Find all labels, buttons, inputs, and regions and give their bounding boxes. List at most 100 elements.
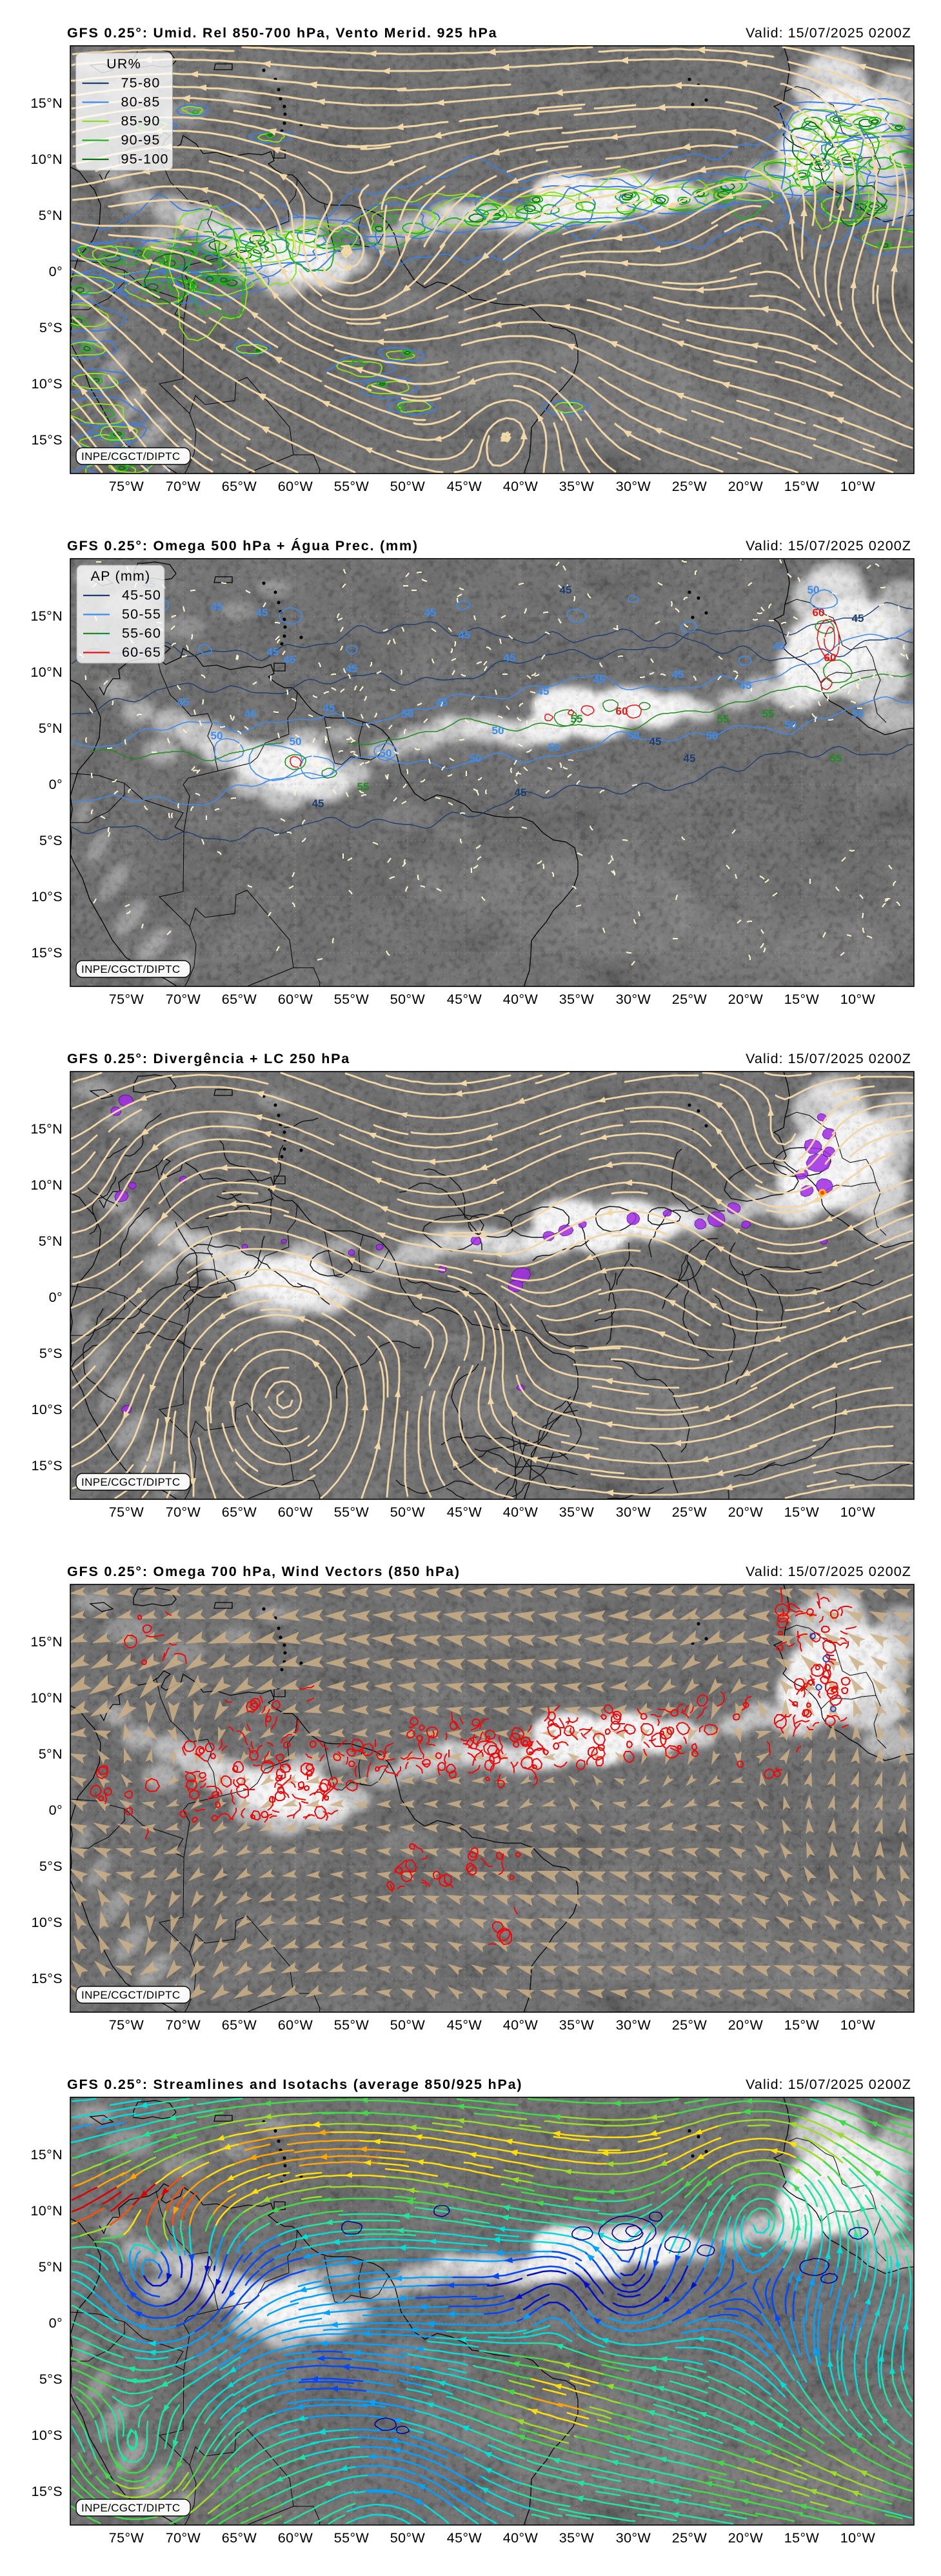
svg-text:60-65: 60-65	[122, 644, 161, 660]
svg-text:0°: 0°	[49, 1290, 63, 1305]
svg-text:40°W: 40°W	[503, 2530, 539, 2546]
svg-text:25°W: 25°W	[672, 2530, 708, 2546]
svg-text:Valid: 15/07/2025 0200Z: Valid: 15/07/2025 0200Z	[746, 1564, 911, 1579]
svg-text:45: 45	[424, 606, 437, 619]
svg-text:15°W: 15°W	[784, 479, 820, 494]
svg-text:85-90: 85-90	[121, 114, 161, 129]
svg-text:45°W: 45°W	[447, 992, 482, 1007]
svg-text:10°W: 10°W	[840, 2017, 876, 2033]
svg-text:45: 45	[284, 654, 296, 666]
svg-text:15°N: 15°N	[30, 2147, 63, 2162]
svg-text:INPE/CGCT/DIPTC: INPE/CGCT/DIPTC	[81, 963, 181, 975]
svg-text:75°W: 75°W	[109, 479, 144, 494]
svg-text:15°S: 15°S	[32, 945, 63, 961]
svg-text:30°W: 30°W	[616, 2530, 651, 2546]
svg-text:55°W: 55°W	[334, 479, 370, 494]
svg-text:75°W: 75°W	[109, 2530, 144, 2546]
svg-text:50: 50	[492, 724, 504, 737]
svg-text:55-60: 55-60	[122, 626, 161, 641]
svg-text:50: 50	[706, 730, 718, 742]
svg-text:50°W: 50°W	[390, 479, 426, 494]
svg-text:45°W: 45°W	[447, 2530, 482, 2546]
svg-text:55°W: 55°W	[334, 1504, 370, 1520]
svg-text:60°W: 60°W	[278, 479, 313, 494]
svg-text:45-50: 45-50	[122, 588, 161, 603]
svg-text:10°S: 10°S	[32, 1402, 63, 1417]
svg-text:15°N: 15°N	[30, 1121, 63, 1137]
svg-text:20°W: 20°W	[728, 2017, 764, 2033]
svg-text:45°W: 45°W	[447, 2017, 482, 2033]
svg-text:65°W: 65°W	[222, 2017, 257, 2033]
svg-text:10°S: 10°S	[32, 2428, 63, 2443]
svg-text:50: 50	[548, 741, 560, 754]
svg-text:45: 45	[267, 646, 279, 658]
svg-text:15°N: 15°N	[30, 95, 63, 111]
svg-text:70°W: 70°W	[166, 992, 201, 1007]
svg-text:15°S: 15°S	[32, 2484, 63, 2499]
svg-text:10°N: 10°N	[30, 1177, 63, 1193]
svg-text:60°W: 60°W	[278, 1504, 313, 1520]
svg-text:GFS 0.25°: Divergência + LC 25: GFS 0.25°: Divergência + LC 250 hPa	[67, 1051, 350, 1066]
svg-text:50: 50	[785, 719, 797, 731]
svg-text:45: 45	[504, 652, 516, 664]
svg-text:20°W: 20°W	[728, 992, 764, 1007]
svg-text:5°S: 5°S	[39, 1859, 63, 1874]
svg-text:25°W: 25°W	[672, 992, 708, 1007]
svg-text:40°W: 40°W	[503, 479, 539, 494]
svg-text:10°W: 10°W	[840, 1504, 876, 1520]
svg-text:0°: 0°	[49, 2315, 63, 2331]
svg-text:15°W: 15°W	[784, 2530, 820, 2546]
svg-text:30°W: 30°W	[616, 992, 651, 1007]
svg-text:INPE/CGCT/DIPTC: INPE/CGCT/DIPTC	[81, 2502, 181, 2514]
svg-text:70°W: 70°W	[166, 2017, 201, 2033]
svg-text:70°W: 70°W	[166, 1504, 201, 1520]
svg-text:50: 50	[402, 708, 414, 720]
svg-text:45: 45	[256, 606, 268, 619]
svg-text:10°S: 10°S	[32, 376, 63, 392]
svg-text:35°W: 35°W	[559, 992, 595, 1007]
svg-text:45: 45	[312, 797, 324, 810]
svg-text:50: 50	[211, 730, 223, 742]
svg-text:10°N: 10°N	[30, 152, 63, 167]
svg-text:45: 45	[177, 696, 190, 708]
svg-text:50: 50	[470, 752, 482, 764]
svg-text:GFS 0.25°: Umid. Rel 850-700 h: GFS 0.25°: Umid. Rel 850-700 hPa, Vento …	[67, 25, 497, 41]
svg-text:45: 45	[649, 735, 662, 748]
svg-text:95-100: 95-100	[121, 152, 169, 167]
svg-text:75°W: 75°W	[109, 2017, 144, 2033]
svg-text:10°N: 10°N	[30, 1690, 63, 1706]
svg-text:25°W: 25°W	[672, 479, 708, 494]
svg-text:50°W: 50°W	[390, 992, 426, 1007]
svg-text:75°W: 75°W	[109, 992, 144, 1007]
svg-text:65°W: 65°W	[222, 2530, 257, 2546]
svg-text:INPE/CGCT/DIPTC: INPE/CGCT/DIPTC	[81, 1476, 181, 1488]
svg-text:10°N: 10°N	[30, 2203, 63, 2219]
svg-text:45: 45	[852, 612, 864, 624]
svg-text:40°W: 40°W	[503, 2017, 539, 2033]
svg-text:15°W: 15°W	[784, 2017, 820, 2033]
svg-text:Valid: 15/07/2025 0200Z: Valid: 15/07/2025 0200Z	[746, 1051, 911, 1066]
svg-text:55: 55	[571, 713, 583, 725]
svg-text:INPE/CGCT/DIPTC: INPE/CGCT/DIPTC	[81, 1989, 181, 2001]
svg-text:45: 45	[346, 663, 358, 675]
svg-text:5°N: 5°N	[39, 1746, 63, 1762]
svg-text:45: 45	[244, 708, 257, 720]
svg-text:55: 55	[717, 713, 729, 725]
svg-text:25°W: 25°W	[672, 1504, 708, 1520]
svg-text:GFS 0.25°: Omega 500 hPa + Águ: GFS 0.25°: Omega 500 hPa + Água Prec. (m…	[67, 537, 419, 554]
svg-text:45°W: 45°W	[447, 1504, 482, 1520]
svg-text:50: 50	[852, 708, 864, 720]
svg-text:35°W: 35°W	[559, 2530, 595, 2546]
svg-text:45: 45	[740, 679, 752, 692]
svg-text:25°W: 25°W	[672, 2017, 708, 2033]
svg-text:80-85: 80-85	[121, 94, 161, 110]
svg-text:10°W: 10°W	[840, 2530, 876, 2546]
svg-text:10°N: 10°N	[30, 664, 63, 680]
svg-text:45: 45	[684, 752, 696, 764]
svg-text:55°W: 55°W	[334, 2017, 370, 2033]
svg-text:60: 60	[824, 652, 837, 664]
svg-text:70°W: 70°W	[166, 479, 201, 494]
svg-text:55: 55	[830, 752, 842, 764]
svg-text:45: 45	[672, 668, 684, 681]
svg-text:Valid: 15/07/2025 0200Z: Valid: 15/07/2025 0200Z	[746, 538, 911, 554]
